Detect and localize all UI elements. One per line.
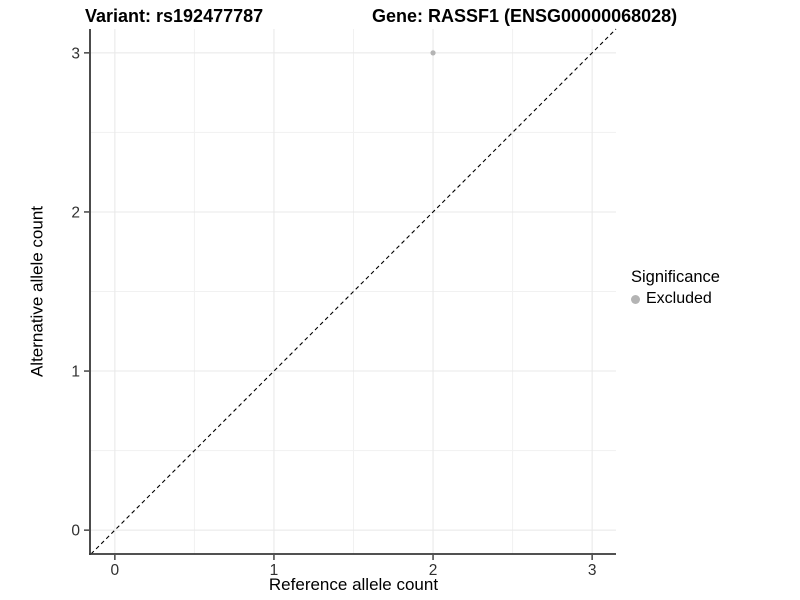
legend-item: Excluded	[631, 290, 720, 308]
x-axis-title: Reference allele count	[268, 575, 439, 594]
y-tick-label: 0	[71, 523, 80, 540]
legend-key-dot	[631, 294, 640, 304]
legend-title: Significance	[631, 268, 720, 286]
x-tick-label: 1	[270, 562, 279, 579]
identity-dashed-line	[90, 28, 617, 555]
y-tick-label: 2	[71, 204, 80, 221]
y-axis-title: Alternative allele count	[27, 205, 47, 378]
x-tick-label: 0	[111, 562, 120, 579]
x-tick-label: 2	[429, 562, 438, 579]
variant-title: Variant: rs192477787	[85, 6, 264, 26]
legend: Significance Excluded	[631, 268, 720, 308]
x-tick-label: 3	[588, 562, 597, 579]
gene-title: Gene: RASSF1 (ENSG00000068028)	[372, 6, 678, 26]
data-point	[430, 50, 436, 56]
legend-item-label: Excluded	[646, 290, 712, 307]
y-tick-label: 1	[71, 364, 80, 381]
y-tick-label: 3	[71, 45, 80, 62]
